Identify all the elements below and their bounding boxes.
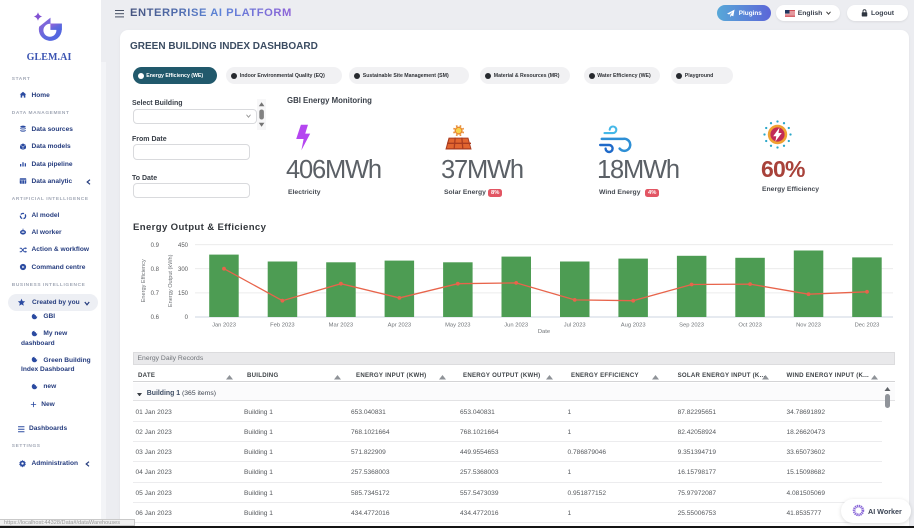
svg-text:0.7: 0.7 [151,291,160,297]
svg-text:150: 150 [178,291,189,297]
svg-text:Jun 2023: Jun 2023 [504,323,528,329]
svg-text:Jul 2023: Jul 2023 [564,323,586,329]
svg-text:Feb 2023: Feb 2023 [270,323,295,329]
svg-text:Dec 2023: Dec 2023 [855,323,880,329]
svg-text:450: 450 [178,243,189,249]
svg-text:Energy Efficiency: Energy Efficiency [141,259,147,302]
svg-text:0.9: 0.9 [151,243,160,249]
svg-text:300: 300 [178,267,189,273]
svg-text:Energy Output (kWh): Energy Output (kWh) [168,254,174,307]
svg-text:0: 0 [185,315,189,321]
svg-text:May 2023: May 2023 [445,323,470,329]
svg-text:Jan 2023: Jan 2023 [212,323,236,329]
svg-text:0.6: 0.6 [151,315,160,321]
svg-text:Date: Date [538,329,550,335]
svg-text:Mar 2023: Mar 2023 [329,323,354,329]
svg-text:Aug 2023: Aug 2023 [621,323,646,329]
svg-text:Oct 2023: Oct 2023 [738,323,762,329]
svg-text:Nov 2023: Nov 2023 [796,323,821,329]
svg-text:Apr 2023: Apr 2023 [388,323,412,329]
svg-text:Sep 2023: Sep 2023 [679,323,704,329]
svg-text:0.8: 0.8 [151,267,160,273]
